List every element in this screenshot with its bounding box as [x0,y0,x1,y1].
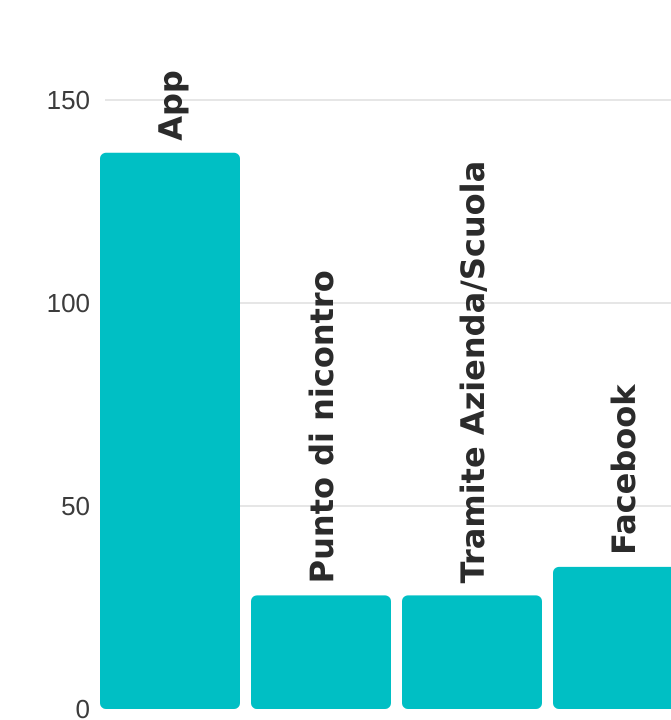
bar-1[interactable] [100,152,240,709]
bar-3[interactable] [402,595,542,709]
bar-label-4: Facebook [605,384,643,555]
y-tick-label: 50 [61,491,90,521]
bars [100,152,671,709]
y-tick-label: 150 [47,85,90,115]
y-axis-ticks: 0 50 100 150 [47,85,90,720]
y-tick-label: 100 [47,288,90,318]
y-tick-label: 0 [76,694,90,720]
bar-labels: App Punto di nicontro Tramite Azienda/Scuo… [152,70,643,583]
bar-label-3: Tramite Azienda/Scuola [454,161,492,584]
bar-4[interactable] [553,566,671,709]
bar-label-2: Punto di nicontro [303,270,341,583]
bar-2[interactable] [251,595,391,709]
bar-label-1: App [152,70,190,141]
